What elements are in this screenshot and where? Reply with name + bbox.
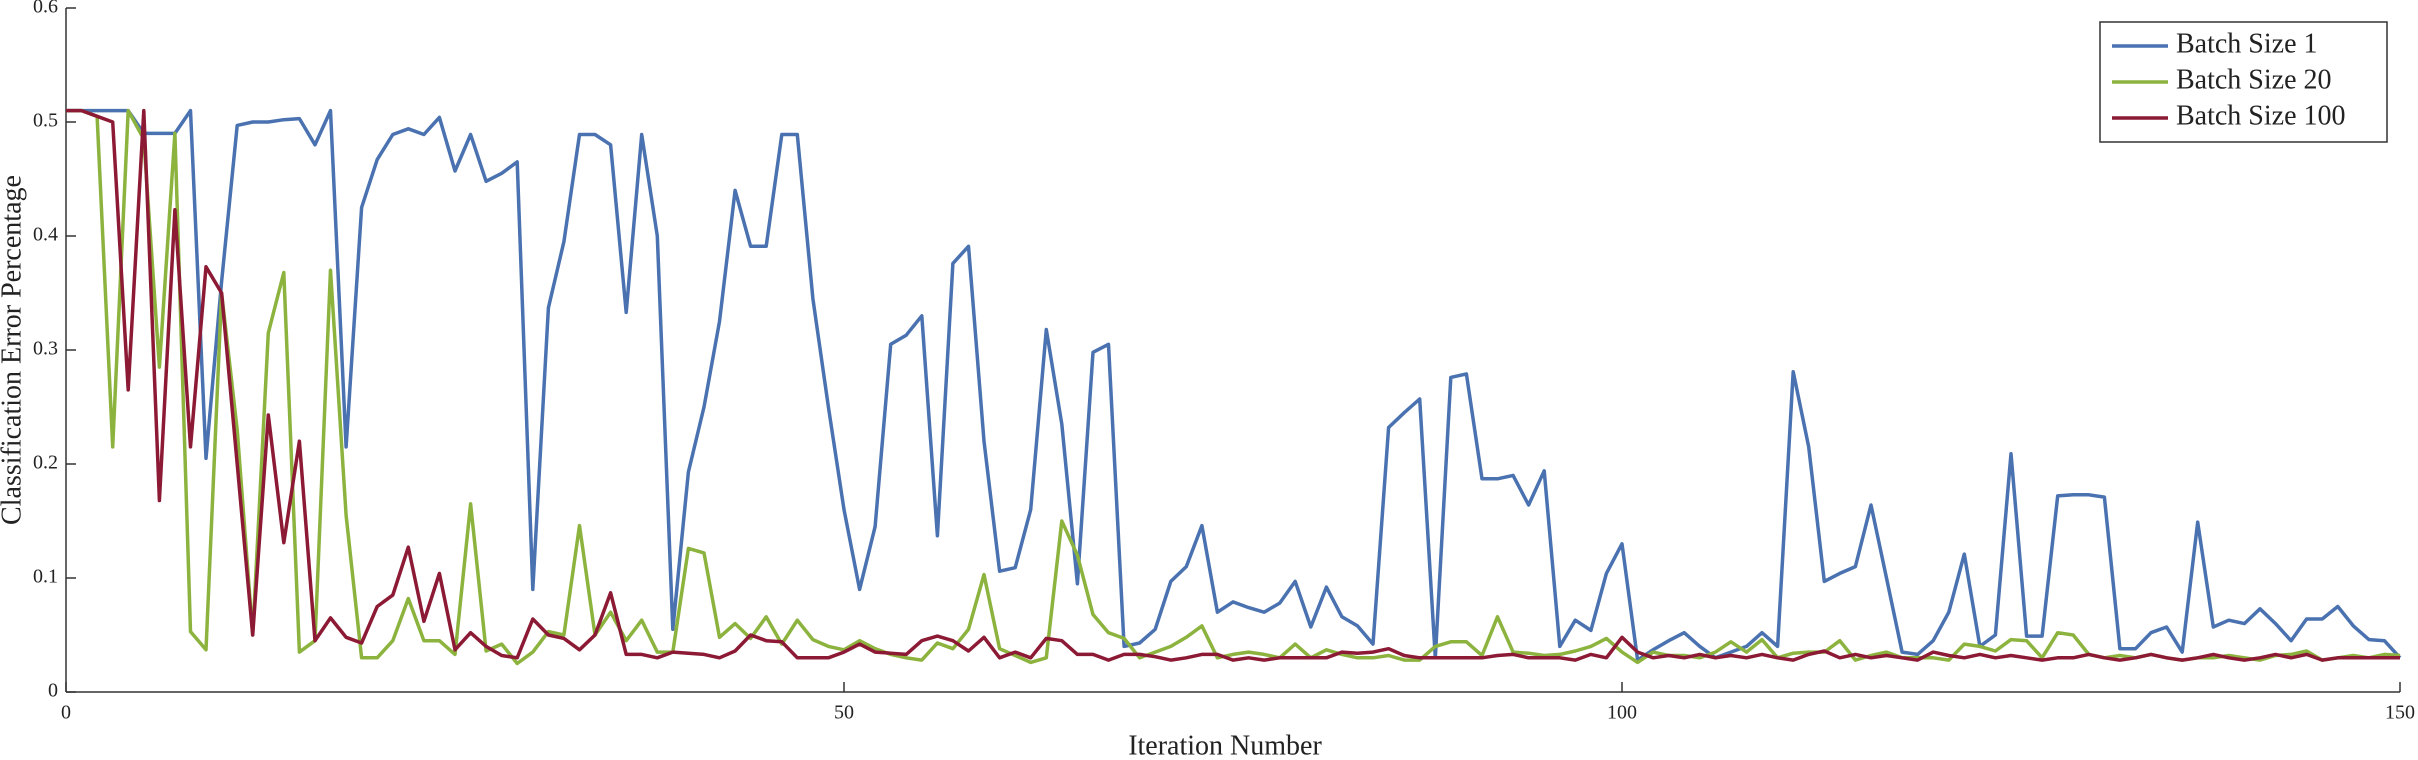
y-tick-label: 0.3 [33, 338, 58, 360]
y-tick-label: 0.1 [33, 566, 58, 588]
series-line [66, 108, 2401, 666]
legend-label: Batch Size 100 [2176, 100, 2346, 131]
legend-label: Batch Size 1 [2176, 28, 2318, 59]
x-tick-label: 0 [61, 702, 71, 724]
x-tick-label: 100 [1607, 702, 1637, 724]
x-tick-label: 150 [2385, 702, 2415, 724]
legend-label: Batch Size 20 [2176, 64, 2332, 95]
y-tick-label: 0.4 [33, 224, 58, 246]
y-tick-label: 0.2 [33, 452, 58, 474]
x-axis-label: Iteration Number [1128, 730, 1322, 760]
series-line [66, 108, 2402, 662]
y-tick-label: 0.5 [33, 110, 58, 132]
series-line [66, 108, 2400, 662]
y-tick-label: 0 [48, 680, 58, 702]
y-tick-label: 0.6 [33, 0, 58, 18]
y-axis-label: Classification Error Percentage [0, 175, 27, 525]
x-tick-label: 50 [834, 702, 854, 724]
